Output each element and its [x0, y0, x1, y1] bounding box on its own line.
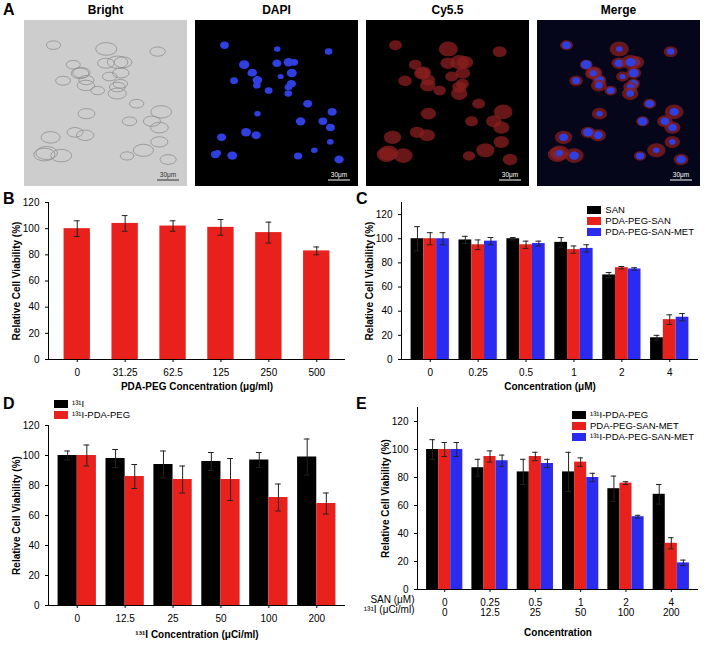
- svg-text:Relative Cell Viability (%): Relative Cell Viability (%): [11, 222, 22, 341]
- svg-text:250: 250: [261, 367, 278, 378]
- svg-text:Concentration (μM): Concentration (μM): [504, 381, 596, 392]
- svg-text:DAPI: DAPI: [262, 3, 291, 17]
- html-text:¹³¹I-PDA-PEG: ¹³¹I-PDA-PEG: [590, 409, 649, 420]
- svg-text:0.25: 0.25: [468, 367, 488, 378]
- svg-text:40: 40: [381, 305, 393, 316]
- svg-text:2100: 2100: [618, 597, 635, 618]
- svg-text:40: 40: [28, 540, 40, 551]
- svg-text:60: 60: [28, 510, 40, 521]
- svg-text:60: 60: [381, 281, 393, 292]
- html-text:PDA-PEG-SAN: PDA-PEG-SAN: [605, 215, 671, 226]
- html-text:¹³¹I: ¹³¹I: [72, 398, 85, 409]
- svg-text:0.5: 0.5: [519, 367, 533, 378]
- html-text:C: C: [356, 190, 368, 207]
- html-text:PDA-PEG-SAN-MET: PDA-PEG-SAN-MET: [590, 420, 679, 431]
- svg-text:0: 0: [387, 354, 393, 365]
- svg-text:0: 0: [74, 613, 80, 624]
- svg-text:Relative Cell Viability (%): Relative Cell Viability (%): [364, 222, 375, 341]
- svg-text:0: 0: [34, 354, 40, 365]
- svg-text:30μm: 30μm: [160, 171, 176, 179]
- html-text:¹³¹I-PDA-PEG-SAN-MET: ¹³¹I-PDA-PEG-SAN-MET: [590, 431, 694, 442]
- svg-text:62.5: 62.5: [163, 367, 183, 378]
- svg-text:30μm: 30μm: [502, 171, 518, 179]
- html-text:B: B: [3, 190, 15, 207]
- svg-text:4: 4: [667, 367, 673, 378]
- svg-text:80: 80: [28, 249, 40, 260]
- svg-text:40: 40: [28, 301, 40, 312]
- svg-text:120: 120: [23, 197, 40, 208]
- svg-text:125: 125: [213, 367, 230, 378]
- svg-text:30μm: 30μm: [331, 171, 347, 179]
- svg-text:Relative Cell Viability (%): Relative Cell Viability (%): [380, 439, 391, 558]
- html-text:E: E: [356, 395, 367, 412]
- svg-text:00: 00: [442, 597, 448, 618]
- svg-text:¹³¹I Concentration (μCi/ml): ¹³¹I Concentration (μCi/ml): [135, 629, 258, 640]
- html-text:¹³¹I-PDA-PEG: ¹³¹I-PDA-PEG: [72, 409, 131, 420]
- svg-text:100: 100: [392, 444, 409, 455]
- svg-text:120: 120: [376, 209, 393, 220]
- svg-text:80: 80: [381, 257, 393, 268]
- svg-text:SAN (μM): SAN (μM): [370, 593, 415, 605]
- svg-text:0: 0: [34, 600, 40, 611]
- svg-text:100: 100: [376, 233, 393, 244]
- svg-text:60: 60: [397, 500, 409, 511]
- svg-text:120: 120: [392, 416, 409, 427]
- svg-text:Concentration: Concentration: [524, 627, 592, 638]
- svg-text:20: 20: [28, 328, 40, 339]
- svg-text:20: 20: [28, 570, 40, 581]
- svg-text:200: 200: [308, 613, 325, 624]
- html-text:SAN: SAN: [605, 204, 625, 215]
- svg-text:80: 80: [28, 480, 40, 491]
- svg-text:100: 100: [23, 450, 40, 461]
- svg-text:30μm: 30μm: [673, 171, 689, 179]
- svg-text:Cy5.5: Cy5.5: [431, 3, 463, 17]
- svg-text:150: 150: [575, 597, 587, 618]
- html-text:D: D: [3, 395, 15, 412]
- html-text:PDA-PEG-SAN-MET: PDA-PEG-SAN-MET: [605, 226, 694, 237]
- svg-text:100: 100: [261, 613, 278, 624]
- svg-text:Relative Cell Viability (%): Relative Cell Viability (%): [11, 456, 22, 575]
- svg-text:0.525: 0.525: [528, 597, 542, 618]
- svg-text:¹³¹I (μCi/ml): ¹³¹I (μCi/ml): [364, 604, 415, 615]
- svg-text:A: A: [3, 1, 15, 18]
- svg-text:25: 25: [167, 613, 179, 624]
- svg-text:60: 60: [28, 275, 40, 286]
- svg-text:0: 0: [427, 367, 433, 378]
- svg-text:120: 120: [23, 420, 40, 431]
- svg-text:20: 20: [381, 330, 393, 341]
- svg-text:2: 2: [619, 367, 625, 378]
- svg-text:12.5: 12.5: [115, 613, 135, 624]
- svg-text:0: 0: [74, 367, 80, 378]
- svg-text:0: 0: [402, 583, 409, 595]
- svg-text:80: 80: [397, 472, 409, 483]
- svg-text:1: 1: [571, 367, 577, 378]
- svg-text:20: 20: [397, 556, 409, 567]
- svg-text:31.25: 31.25: [113, 367, 138, 378]
- svg-text:0.2512.5: 0.2512.5: [480, 597, 500, 618]
- svg-text:500: 500: [308, 367, 325, 378]
- svg-text:40: 40: [397, 528, 409, 539]
- svg-text:4200: 4200: [663, 597, 680, 618]
- svg-text:100: 100: [23, 223, 40, 234]
- svg-text:PDA-PEG Concentration (μg/ml): PDA-PEG Concentration (μg/ml): [121, 381, 273, 392]
- svg-text:Merge: Merge: [601, 3, 637, 17]
- svg-text:Bright: Bright: [88, 3, 123, 17]
- svg-text:50: 50: [215, 613, 227, 624]
